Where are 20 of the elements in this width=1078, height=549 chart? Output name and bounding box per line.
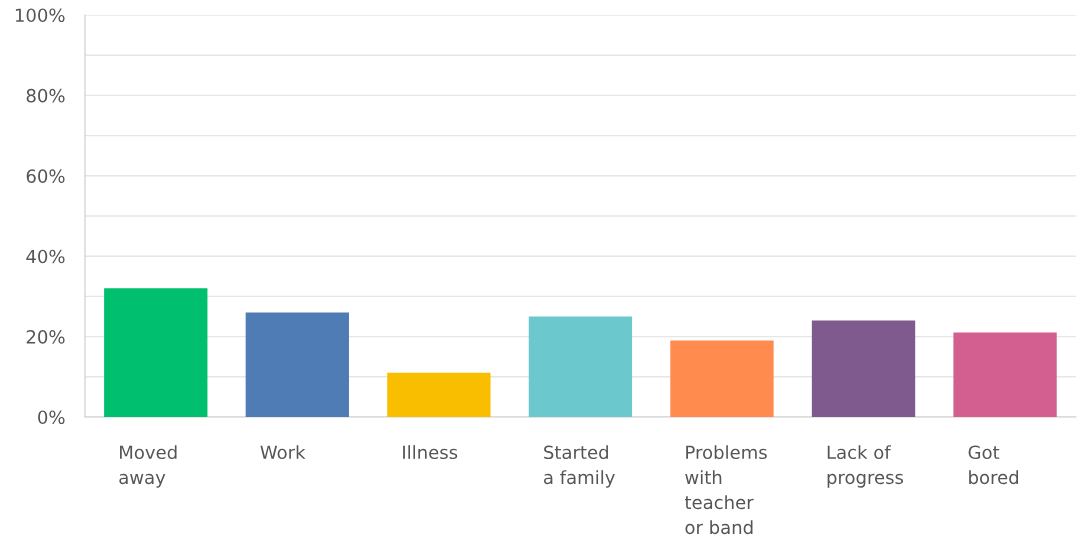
y-tick-label: 80% <box>26 88 65 103</box>
x-tick-label: Lack of progress <box>827 445 904 488</box>
bar <box>953 332 1057 417</box>
x-tick-label: Got bored <box>968 445 1019 485</box>
bar <box>104 288 208 417</box>
y-tick-label: 60% <box>26 169 65 183</box>
bar <box>387 372 491 417</box>
x-tick-label: Work <box>260 445 306 460</box>
y-tick-label: 20% <box>26 330 65 344</box>
x-tick-label: Started a family <box>543 445 615 488</box>
x-tick-label: Moved away <box>119 445 177 488</box>
y-tick-label: 0% <box>38 410 65 425</box>
bar <box>245 312 349 417</box>
y-tick-label: 40% <box>26 249 65 264</box>
bar <box>670 340 774 417</box>
x-tick-label: Problems with teacher or band <box>684 445 767 535</box>
bar <box>528 316 633 417</box>
x-tick-label: Illness <box>403 445 458 460</box>
y-tick-label: 100% <box>15 8 65 23</box>
bar <box>811 320 916 417</box>
